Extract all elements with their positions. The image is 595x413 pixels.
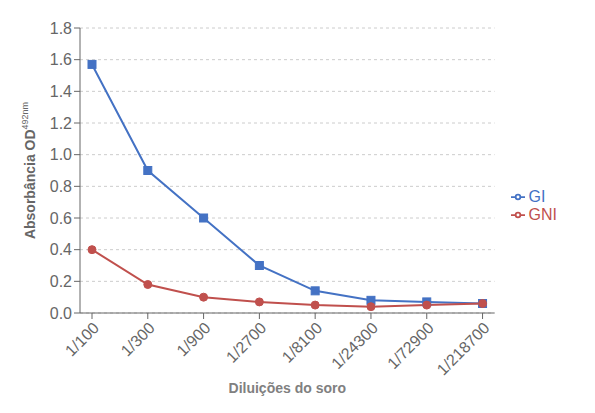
svg-text:1.6: 1.6: [50, 51, 72, 68]
svg-text:1/8100: 1/8100: [279, 319, 326, 366]
svg-text:1/2700: 1/2700: [223, 319, 270, 366]
svg-text:1/24300: 1/24300: [328, 319, 381, 372]
svg-text:1/72900: 1/72900: [384, 319, 437, 372]
svg-text:1.2: 1.2: [50, 115, 72, 132]
svg-text:0.0: 0.0: [50, 305, 72, 322]
html-text:GI: GI: [528, 187, 546, 205]
svg-text:0.2: 0.2: [50, 273, 72, 290]
svg-text:1/900: 1/900: [173, 319, 213, 359]
svg-text:1.0: 1.0: [50, 146, 72, 163]
html-text:GNI: GNI: [528, 205, 557, 223]
svg-text:Diluições do soro: Diluições do soro: [229, 380, 346, 396]
svg-text:1/100: 1/100: [62, 319, 102, 359]
svg-text:1.8: 1.8: [50, 20, 72, 37]
svg-text:1/218700: 1/218700: [433, 319, 492, 378]
svg-text:Absorbância OD492nm: Absorbância OD492nm: [20, 102, 38, 239]
svg-text:1.4: 1.4: [50, 83, 72, 100]
svg-text:0.6: 0.6: [50, 210, 72, 227]
svg-text:0.4: 0.4: [50, 241, 72, 258]
svg-text:1/300: 1/300: [118, 319, 158, 359]
svg-text:0.8: 0.8: [50, 178, 72, 195]
